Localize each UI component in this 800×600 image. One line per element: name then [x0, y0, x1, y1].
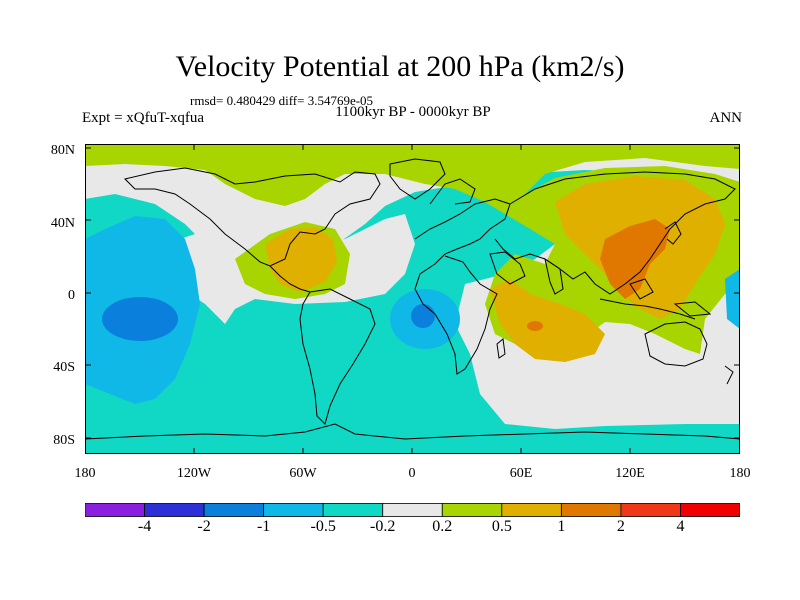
colorbar-swatch [382, 503, 443, 517]
colorbar-label: -2 [197, 518, 211, 535]
colorbar-label: 0.5 [491, 518, 512, 535]
field-strong-negative-atlantic [411, 304, 435, 328]
colorbar-label: 0.2 [432, 518, 453, 535]
coastline-borneo [629, 278, 654, 300]
coastline-greenland [389, 158, 446, 200]
y-tick-label-80s: 80S [53, 433, 75, 448]
rmsd-diff-stats: rmsd= 0.480429 diff= 3.54769e-05 [190, 93, 374, 108]
velocity-potential-map [85, 144, 740, 454]
coastline-europe-africa [414, 198, 511, 375]
x-tick-label-120e: 120E [615, 466, 645, 481]
colorbar-label: 1 [557, 518, 566, 535]
colorbar-swatch [85, 503, 145, 517]
x-tick-label-60e: 60E [509, 466, 533, 481]
field-strong-positive-asia [600, 219, 670, 299]
colorbar-label: 4 [676, 518, 685, 535]
colorbar-swatch [501, 503, 562, 517]
field-positive-americas [265, 227, 337, 292]
coastline-scandinavia [429, 178, 476, 205]
colorbar-swatch [560, 503, 622, 517]
colorbar-swatch [680, 503, 740, 517]
coastline-indonesia [599, 298, 696, 320]
colorbar [85, 503, 740, 517]
y-tick-label-40s: 40S [53, 360, 75, 375]
x-tick-label-120w: 120W [176, 466, 212, 481]
x-tick-label-180e: 180 [729, 466, 751, 481]
coastline-south-america [299, 288, 376, 425]
time-period-label: 1100kyr BP - 0000kyr BP [335, 104, 491, 120]
field-positive-indian-ocean [490, 279, 605, 362]
y-tick-label-40n: 40N [50, 216, 75, 231]
colorbar-label: -4 [137, 518, 152, 535]
colorbar-swatch [144, 503, 205, 517]
field-strong-negative-pacific [102, 297, 178, 341]
colorbar-swatch [203, 503, 265, 517]
y-tick-label-0: 0 [68, 288, 75, 303]
coastline-new-guinea [673, 301, 712, 317]
coastline-antarctica [85, 423, 740, 440]
colorbar-label: -0.5 [310, 518, 336, 535]
coastline-north-america [124, 167, 381, 267]
x-tick-label-180w: 180 [74, 466, 96, 481]
x-tick-label-60w: 60W [289, 466, 317, 481]
x-tick-label-0: 0 [408, 466, 416, 481]
season-label: ANN [709, 110, 743, 126]
coastline-central-america [269, 265, 311, 293]
y-tick-label-80n: 80N [50, 143, 75, 158]
map-title: Velocity Potential at 200 hPa (km2/s) [175, 50, 625, 83]
colorbar-swatch [441, 503, 503, 517]
coastline-arabia [489, 251, 526, 285]
experiment-label: Expt = xQfuT-xqfua [82, 110, 205, 126]
coastlines [85, 158, 740, 440]
coastline-japan [664, 221, 682, 245]
map-ticks [85, 144, 740, 454]
coastline-madagascar [496, 338, 506, 359]
colorbar-label: -1 [256, 518, 271, 535]
colorbar-swatch [263, 503, 324, 517]
field-strong-positive-indian-ocean [527, 321, 543, 331]
colorbar-label: 2 [616, 518, 625, 535]
coastline-new-zealand [724, 365, 734, 385]
coastline-australia [644, 321, 708, 367]
coastline-india [544, 257, 564, 295]
colorbar-swatch [620, 503, 681, 517]
field-negative-east-pacific [725, 269, 740, 329]
colorbar-label: -0.2 [370, 518, 396, 535]
field-weak-positive-north [85, 144, 740, 214]
colorbar-swatch [322, 503, 384, 517]
